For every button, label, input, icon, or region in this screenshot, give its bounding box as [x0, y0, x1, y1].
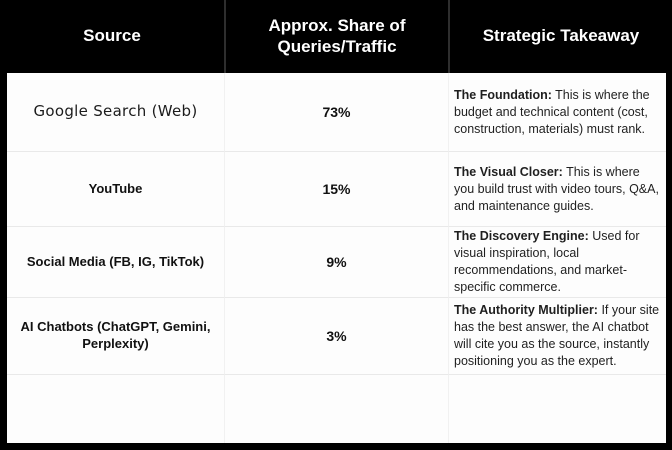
- source-cell-youtube: YouTube: [7, 152, 224, 227]
- empty-cell: [7, 375, 224, 443]
- takeaway-text: The Discovery Engine: Used for visual in…: [454, 228, 662, 296]
- header-cell-takeaway: Strategic Takeaway: [448, 0, 672, 73]
- header-cell-share: Approx. Share of Queries/Traffic: [224, 0, 448, 73]
- empty-cell: [224, 375, 448, 443]
- share-cell-google-search: 73%: [224, 73, 448, 152]
- header-label-source: Source: [83, 26, 141, 46]
- table-header-row: Source Approx. Share of Queries/Traffic …: [0, 0, 672, 73]
- header-label-takeaway: Strategic Takeaway: [482, 26, 640, 46]
- takeaway-lead: The Foundation:: [454, 87, 552, 102]
- takeaway-lead: The Authority Multiplier:: [454, 303, 598, 317]
- takeaway-cell-social-media: The Discovery Engine: Used for visual in…: [448, 227, 666, 298]
- takeaway-rest: Used for visual inspiration, local recom…: [454, 229, 640, 294]
- takeaway-lead: The Discovery Engine:: [454, 229, 589, 243]
- takeaway-text: The Foundation: This is where the budget…: [454, 87, 662, 138]
- takeaway-rest: This is where the budget and technical c…: [454, 87, 650, 136]
- takeaway-text: The Visual Closer: This is where you bui…: [454, 164, 662, 215]
- takeaway-rest: This is where you build trust with video…: [454, 164, 659, 213]
- share-cell-ai-chatbots: 3%: [224, 298, 448, 375]
- source-cell-google-search: Google Search (Web): [7, 73, 224, 152]
- header-cell-source: Source: [0, 0, 224, 73]
- takeaway-text: The Authority Multiplier: If your site h…: [454, 302, 662, 370]
- takeaway-cell-ai-chatbots: The Authority Multiplier: If your site h…: [448, 298, 666, 375]
- empty-cell: [448, 375, 666, 443]
- header-label-share: Approx. Share of Queries/Traffic: [268, 15, 406, 56]
- share-cell-youtube: 15%: [224, 152, 448, 227]
- takeaway-lead: The Visual Closer:: [454, 164, 563, 179]
- takeaway-rest: If your site has the best answer, the AI…: [454, 303, 660, 368]
- takeaway-cell-google-search: The Foundation: This is where the budget…: [448, 73, 666, 152]
- table-body: Google Search (Web) 73% The Foundation: …: [7, 73, 666, 443]
- source-cell-ai-chatbots: AI Chatbots (ChatGPT, Gemini, Perplexity…: [7, 298, 224, 375]
- source-cell-social-media: Social Media (FB, IG, TikTok): [7, 227, 224, 298]
- share-cell-social-media: 9%: [224, 227, 448, 298]
- takeaway-cell-youtube: The Visual Closer: This is where you bui…: [448, 152, 666, 227]
